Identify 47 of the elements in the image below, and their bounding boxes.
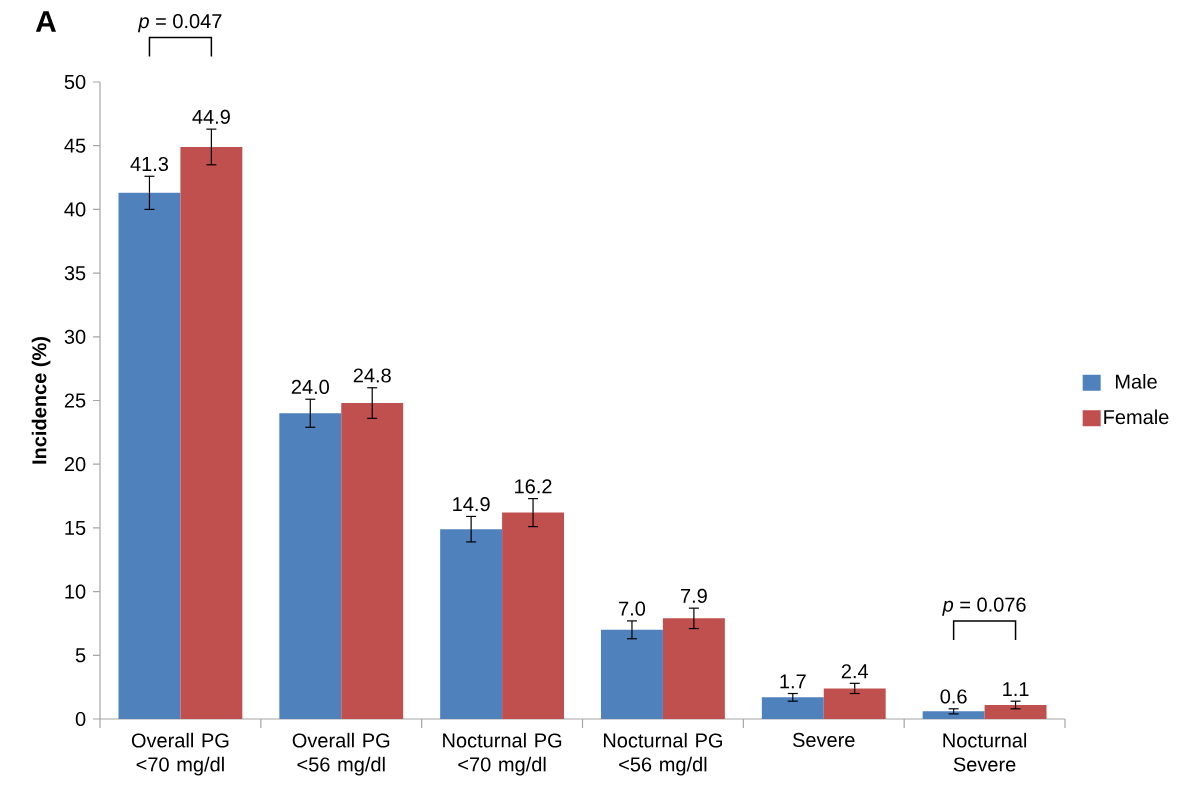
data-label: 44.9: [192, 109, 230, 124]
data-label: 7.9: [681, 588, 707, 603]
text: p = 0.047: [137, 14, 222, 33]
bar: [761, 697, 824, 719]
x-tick-label: Nocturnal Severe: [943, 732, 1027, 772]
x-tick-label: Overall PG <56 mg/dl: [292, 732, 390, 776]
bar: [279, 413, 342, 719]
data-label: 16.2: [515, 479, 552, 494]
x-tick-label: Severe: [792, 732, 855, 748]
bar: [341, 403, 404, 719]
annotation: p = 0.076: [942, 597, 1026, 616]
y-tick-label: 0: [75, 711, 86, 727]
bar: [502, 512, 565, 719]
y-tick-label: 50: [64, 74, 86, 90]
x-tick-label: Nocturnal PG <70 mg/dl: [443, 732, 562, 776]
y-tick-label: 25: [64, 393, 86, 408]
chart-title: A: [35, 11, 56, 32]
x-tick-label: Nocturnal PG <56 mg/dl: [603, 732, 722, 776]
y-tick-label: 35: [64, 266, 86, 281]
y-tick-label: 15: [65, 520, 86, 535]
bar: [118, 192, 181, 719]
y-tick-label: 20: [64, 457, 86, 472]
y-tick-label: 40: [64, 202, 86, 217]
bar: [662, 618, 725, 719]
y-tick-label: 45: [64, 138, 86, 153]
bar: [823, 688, 886, 719]
data-label: 24.8: [353, 368, 391, 383]
bar: [984, 704, 1047, 719]
bar: [601, 629, 663, 719]
y-axis-title: Incidence (%): [31, 337, 51, 464]
y-tick-label: 30: [64, 329, 86, 344]
data-label: 24.0: [291, 379, 329, 395]
y-tick-label: 5: [75, 648, 86, 663]
data-label: 1.1: [1003, 682, 1029, 696]
bar: [440, 529, 503, 719]
data-label: 7.0: [619, 601, 646, 616]
x-tick-label: Overall PG <70 mg/dl: [131, 732, 229, 776]
legend-label: Female: [1104, 409, 1169, 425]
y-tick-label: 10: [65, 584, 86, 599]
legend-label: Male: [1115, 374, 1157, 389]
data-label: 0.6: [940, 689, 967, 704]
bar: [180, 146, 243, 719]
data-label: 41.3: [130, 156, 169, 172]
data-label: 1.7: [780, 674, 806, 689]
data-label: 2.4: [841, 664, 869, 679]
data-label: 14.9: [453, 497, 490, 512]
bar: [922, 711, 985, 719]
